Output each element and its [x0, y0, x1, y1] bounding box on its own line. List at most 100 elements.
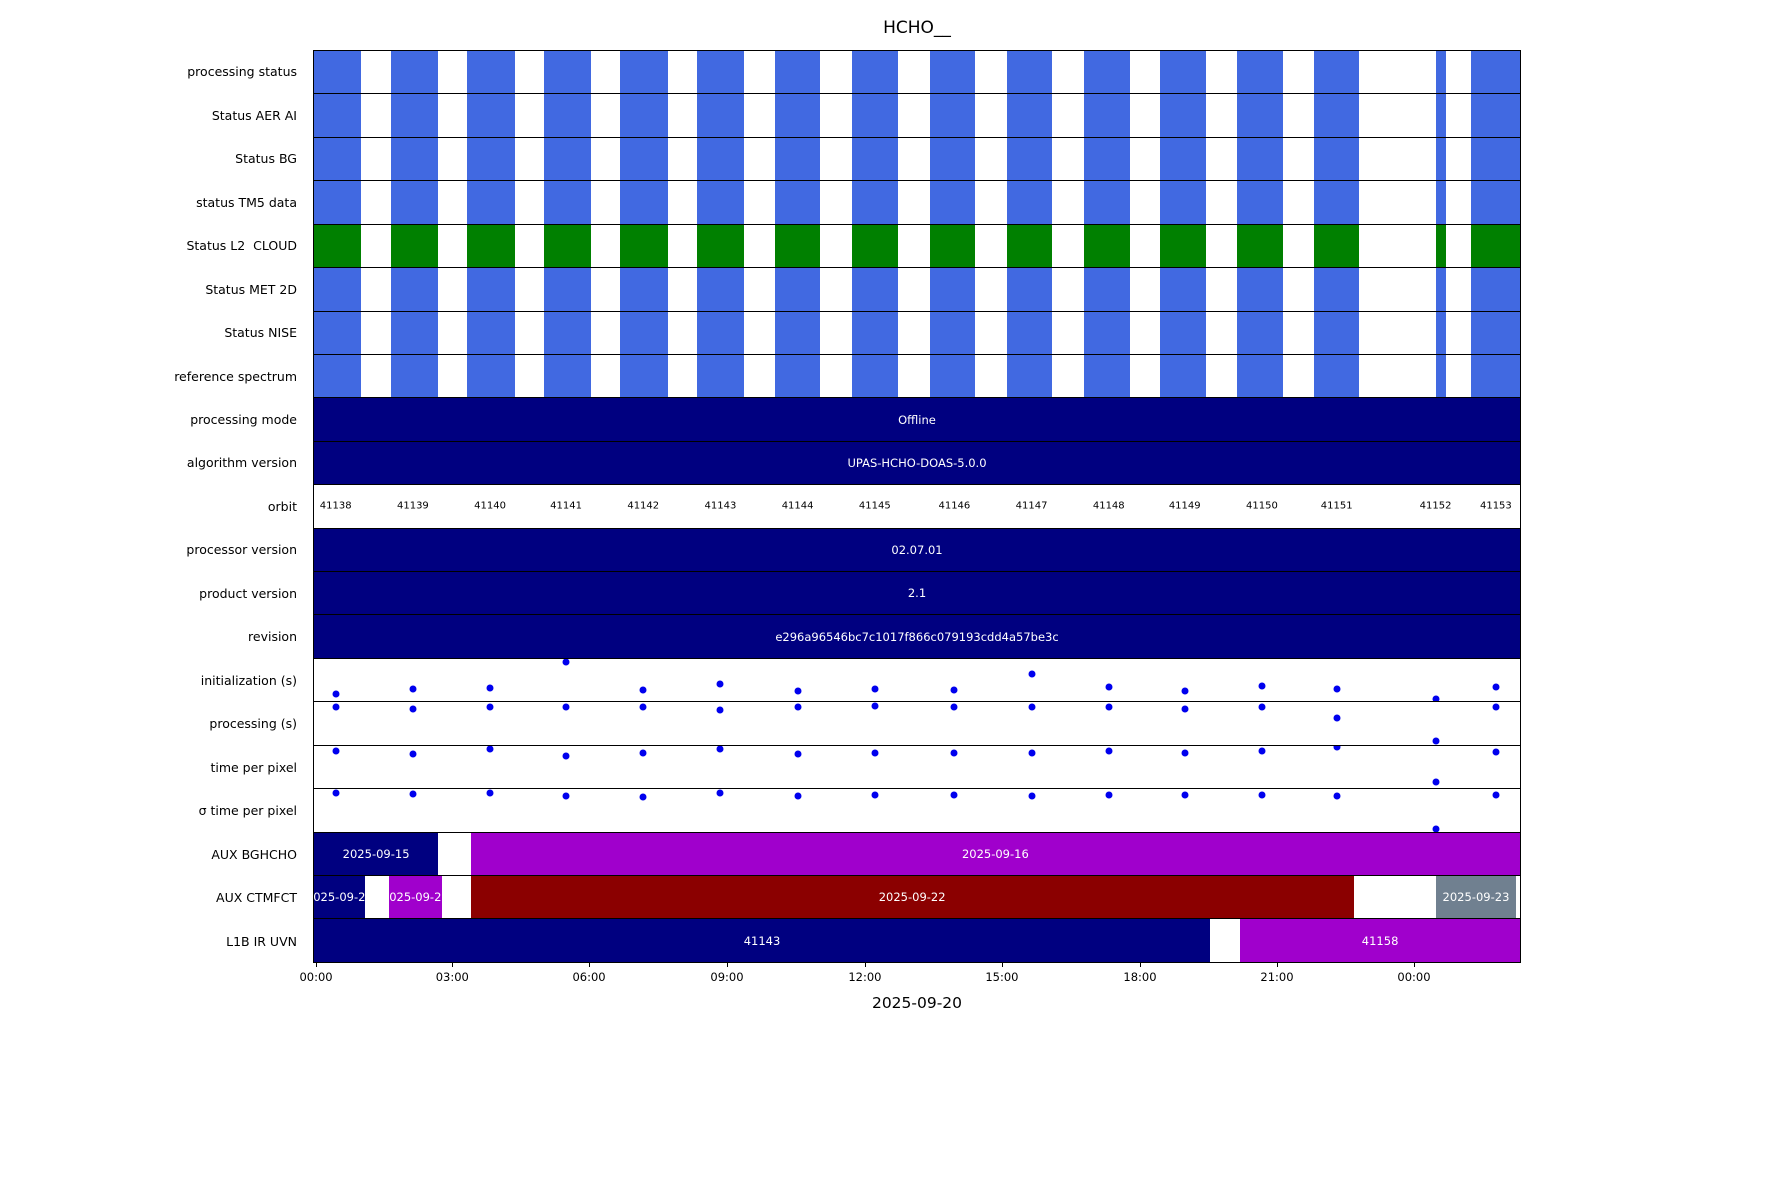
status-bar	[1006, 181, 1052, 224]
x-tick-mark	[316, 963, 318, 967]
status-bar	[1314, 268, 1360, 311]
orbit-number: 41148	[1092, 500, 1125, 512]
row-label-processing-mode: processing mode	[190, 411, 297, 427]
scatter-dot	[950, 791, 958, 799]
row-label-initialization-s: initialization (s)	[200, 672, 297, 688]
scatter-dot	[1181, 791, 1189, 799]
scatter-dot	[1333, 745, 1341, 751]
status-bar	[1436, 311, 1447, 354]
chart-title: HCHO__	[883, 18, 951, 38]
x-tick-label: 15:00	[985, 970, 1019, 984]
x-tick-label: 03:00	[435, 970, 469, 984]
status-bar	[852, 268, 899, 311]
status-bar	[852, 224, 899, 268]
scatter-dot	[1105, 703, 1113, 711]
status-bar	[775, 354, 821, 398]
scatter-dot	[1105, 747, 1113, 755]
x-tick-mark	[726, 963, 728, 967]
scatter-dot	[332, 789, 340, 797]
row-label-aux-bghcho: AUX BGHCHO	[211, 846, 297, 862]
orbit-number: 41142	[627, 500, 660, 512]
scatter-dot	[1258, 747, 1266, 755]
status-bar	[930, 224, 975, 268]
status-bar	[1159, 51, 1207, 94]
status-bar	[1436, 181, 1447, 224]
status-bar	[390, 354, 438, 398]
status-bar	[543, 311, 591, 354]
status-bar	[1237, 224, 1284, 268]
scatter-dot	[486, 684, 494, 692]
scatter-dot	[794, 703, 802, 711]
row-label-orbit: orbit	[267, 498, 297, 514]
scatter-dot	[332, 703, 340, 711]
status-bar	[1471, 51, 1520, 94]
segment-bar: 2025-09-22	[470, 876, 1354, 919]
status-bar	[1471, 94, 1520, 137]
row-aux-bghcho: 2025-09-15 2025-09-16	[314, 832, 1520, 877]
status-bar	[1083, 94, 1130, 137]
status-bar	[930, 181, 975, 224]
status-bar	[852, 181, 899, 224]
orbit-number: 41138	[319, 500, 352, 512]
x-tick-mark	[864, 963, 866, 967]
segment-label: 2025-09-21	[389, 890, 442, 905]
status-bar	[1083, 224, 1130, 268]
orbit-number: 41152	[1419, 500, 1452, 512]
scatter-dot	[794, 687, 802, 695]
scatter-dot	[1432, 778, 1440, 786]
status-bar	[697, 51, 745, 94]
scatter-dot	[1333, 792, 1341, 800]
status-bar	[775, 137, 821, 181]
status-bar	[1083, 311, 1130, 354]
row-processing-status	[314, 51, 1520, 95]
status-bar	[930, 354, 975, 398]
orbit-number: 41146	[938, 500, 971, 512]
status-bar	[1006, 268, 1052, 311]
status-bar	[314, 51, 361, 94]
x-axis: 00:00 03:00 06:00 09:00 12:00 15:00 18:00 21:00…	[299, 963, 1521, 997]
status-bar	[1471, 137, 1520, 181]
scatter-dot	[1432, 695, 1440, 702]
status-bar	[620, 51, 669, 94]
row-label-l1b-ir-uvn: L1B IR UVN	[226, 933, 297, 949]
status-bar	[543, 268, 591, 311]
status-bar	[466, 224, 515, 268]
status-bar	[775, 94, 821, 137]
status-bar	[1159, 137, 1207, 181]
x-tick-mark	[1001, 963, 1003, 967]
segment-label: 2025-09-22	[878, 890, 946, 905]
scatter-dot	[409, 750, 417, 758]
segment-bar: 41158	[1240, 919, 1520, 962]
scatter-dot	[639, 793, 647, 801]
status-bar	[1237, 181, 1284, 224]
status-bar	[1083, 137, 1130, 181]
segment-bar: 2025-09-23	[1435, 876, 1517, 919]
status-bar	[697, 354, 745, 398]
status-bar	[1436, 354, 1447, 398]
row-label-status-tm5-data: status TM5 data	[196, 194, 297, 210]
status-bar	[314, 94, 361, 137]
orbit-number: 41144	[781, 500, 814, 512]
scatter-dot	[716, 789, 724, 797]
row-initialization-s	[314, 658, 1520, 703]
status-bar	[1314, 94, 1360, 137]
x-tick-label: 00:00	[1397, 970, 1431, 984]
status-bar	[697, 94, 745, 137]
scatter-dot	[1492, 703, 1500, 711]
x-tick-mark	[1139, 963, 1141, 967]
scatter-dot	[950, 703, 958, 711]
revision-value: e296a96546bc7c1017f866c079193cdd4a57be3c	[314, 615, 1520, 658]
scatter-dot	[332, 747, 340, 755]
status-bar	[314, 268, 361, 311]
scatter-dot	[1028, 703, 1036, 711]
status-bar	[1471, 311, 1520, 354]
scatter-dot	[716, 706, 724, 714]
status-bar	[466, 311, 515, 354]
status-bar	[466, 354, 515, 398]
scatter-dot	[486, 789, 494, 797]
scatter-dot	[1028, 749, 1036, 757]
scatter-dot	[639, 749, 647, 757]
row-time-per-pixel	[314, 745, 1520, 790]
x-tick-label: 09:00	[710, 970, 744, 984]
orbit-number: 41150	[1246, 500, 1278, 512]
